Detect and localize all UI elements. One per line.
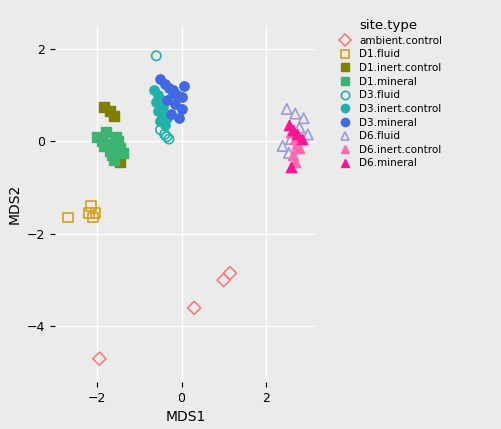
Point	[156, 96, 164, 103]
Point	[162, 115, 170, 122]
Point	[160, 80, 168, 87]
Point	[169, 89, 177, 96]
Point	[299, 115, 307, 122]
Point	[97, 138, 105, 145]
X-axis label: MDS1: MDS1	[165, 410, 205, 424]
Y-axis label: MDS2: MDS2	[8, 184, 22, 224]
Point	[93, 133, 101, 140]
Point	[160, 131, 168, 138]
Point	[291, 159, 299, 166]
Point	[291, 110, 299, 117]
Point	[114, 138, 122, 145]
Point	[112, 154, 120, 161]
Point	[91, 210, 99, 217]
Point	[110, 112, 118, 119]
Point	[177, 106, 185, 112]
Point	[156, 117, 164, 124]
Point	[291, 136, 299, 142]
Point	[225, 270, 233, 277]
Point	[287, 129, 295, 136]
Point	[287, 163, 295, 170]
Point	[152, 99, 160, 106]
Point	[284, 149, 292, 156]
Point	[85, 210, 93, 217]
Point	[297, 136, 305, 142]
Point	[156, 76, 164, 82]
Point	[162, 96, 170, 103]
Point	[116, 159, 124, 166]
Point	[99, 142, 107, 149]
Legend: ambient.control, D1.fluid, D1.inert.control, D1.mineral, D3.fluid, D3.inert.cont: ambient.control, D1.fluid, D1.inert.cont…	[328, 14, 446, 174]
Point	[219, 277, 227, 284]
Point	[169, 87, 177, 94]
Point	[303, 131, 311, 138]
Point	[154, 108, 162, 115]
Point	[167, 110, 175, 117]
Point	[158, 112, 166, 119]
Point	[177, 94, 185, 101]
Point	[289, 127, 297, 133]
Point	[156, 127, 164, 133]
Point	[154, 92, 162, 99]
Point	[287, 136, 295, 142]
Point	[295, 145, 303, 152]
Point	[295, 124, 303, 131]
Point	[293, 131, 301, 138]
Point	[282, 106, 290, 112]
Point	[118, 149, 126, 156]
Point	[152, 52, 160, 59]
Point	[112, 133, 120, 140]
Point	[87, 202, 95, 209]
Point	[293, 140, 301, 147]
Point	[150, 87, 158, 94]
Point	[278, 142, 286, 149]
Point	[164, 85, 172, 92]
Point	[102, 129, 110, 136]
Point	[175, 115, 183, 122]
Point	[106, 108, 114, 115]
Point	[110, 157, 118, 163]
Point	[179, 82, 187, 89]
Point	[164, 136, 172, 142]
Point	[171, 101, 179, 108]
Point	[64, 214, 72, 221]
Point	[108, 152, 116, 159]
Point	[158, 103, 166, 110]
Point	[95, 355, 103, 362]
Point	[190, 305, 198, 311]
Point	[289, 152, 297, 159]
Point	[173, 92, 181, 99]
Point	[116, 145, 124, 152]
Point	[160, 122, 168, 129]
Point	[89, 214, 97, 221]
Point	[106, 147, 114, 154]
Point	[104, 140, 112, 147]
Point	[162, 133, 170, 140]
Point	[99, 103, 107, 110]
Point	[284, 122, 292, 129]
